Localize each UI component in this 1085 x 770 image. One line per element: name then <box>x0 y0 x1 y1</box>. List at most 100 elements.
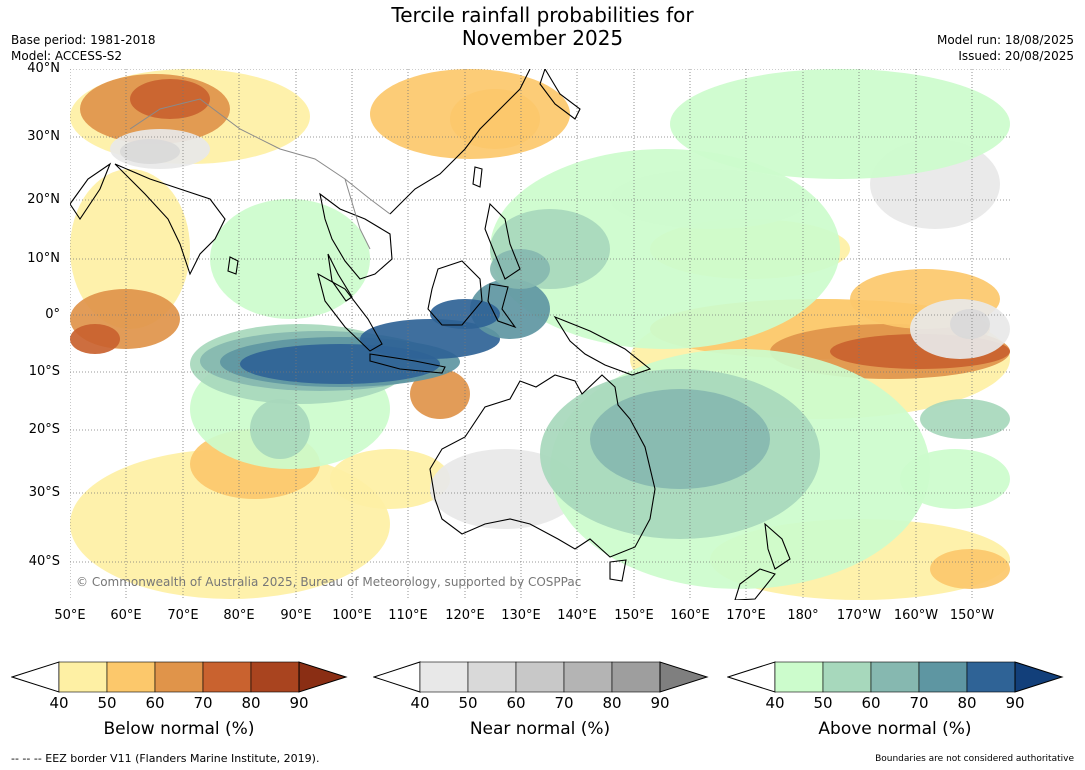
above-colorbar-tick: 70 <box>909 694 929 712</box>
map-title: Tercile rainfall probabilities for Novem… <box>0 4 1085 50</box>
probability-fields <box>70 69 1010 600</box>
longitude-label: 140°E <box>557 608 597 623</box>
china-coast <box>389 69 531 215</box>
latitude-label: 30°S <box>28 485 60 500</box>
boundaries-note: Boundaries are not considered authoritat… <box>875 754 1074 764</box>
longitude-label: 120°E <box>445 608 485 623</box>
arabia-coast <box>70 162 112 220</box>
latitude-label: 20°S <box>28 422 60 437</box>
model-run: Model run: 18/08/2025 <box>936 33 1074 47</box>
near-colorbar-tick: 70 <box>554 694 574 712</box>
below-colorbar-segment <box>154 661 204 693</box>
near-colorbar-segment <box>611 661 661 693</box>
latitude-label: 0° <box>45 307 60 322</box>
map-canvas: © Commonwealth of Australia 2025, Bureau… <box>70 69 1010 600</box>
java-coast <box>369 353 446 374</box>
above-colorbar-segment <box>822 661 872 693</box>
graticule <box>70 69 1010 600</box>
near-colorbar-tick: 90 <box>650 694 670 712</box>
above-colorbar-tick: 50 <box>813 694 833 712</box>
above-normal-region <box>250 399 310 459</box>
near-colorbar-min-extend <box>373 661 421 693</box>
indochina-coast <box>319 192 393 280</box>
latitude-label: 10°S <box>28 364 60 379</box>
issued-date: Issued: 20/08/2025 <box>958 49 1074 63</box>
near-colorbar-title: Near normal (%) <box>469 719 611 739</box>
meta-right: Model run: 18/08/2025 Issued: 20/08/2025 <box>937 32 1074 64</box>
below-normal-region <box>70 169 190 329</box>
below-colorbar-segment <box>106 661 156 693</box>
above-colorbar-tick: 60 <box>861 694 881 712</box>
longitude-label: 160°W <box>893 608 939 623</box>
model-name: Model: ACCESS-S2 <box>11 49 123 63</box>
above-colorbar-tick: 80 <box>957 694 977 712</box>
below-normal-region <box>930 549 1010 589</box>
above-normal-region <box>430 299 500 329</box>
sri-lanka-coast <box>227 256 239 275</box>
longitude-label: 90°E <box>280 608 312 623</box>
rainfall-map: © Commonwealth of Australia 2025, Bureau… <box>70 69 1010 600</box>
near-normal-region <box>120 139 180 164</box>
below-colorbar-max-extend <box>298 661 348 693</box>
sumatra-coast <box>317 272 383 352</box>
below-colorbar-tick: 50 <box>97 694 117 712</box>
above-colorbar-tick: 40 <box>765 694 785 712</box>
above-colorbar-segment <box>918 661 968 693</box>
longitude-label: 180° <box>787 608 819 623</box>
near-colorbar-segment <box>467 661 517 693</box>
australia-coast <box>429 374 656 558</box>
near-normal-region <box>950 309 990 339</box>
japan-coast <box>539 69 581 120</box>
above-colorbar-tick: 90 <box>1005 694 1025 712</box>
above-colorbar-segment <box>870 661 920 693</box>
near-colorbar-segment <box>563 661 613 693</box>
title-line-2: November 2025 <box>461 26 624 50</box>
longitude-label: 110°E <box>388 608 428 623</box>
india-coast <box>114 163 226 276</box>
himalaya-border <box>129 98 371 200</box>
longitude-label: 60°E <box>110 608 142 623</box>
below-colorbar <box>11 661 348 693</box>
above-normal-region <box>210 199 370 319</box>
taiwan-coast <box>472 166 483 188</box>
latitude-label: 30°N <box>27 129 60 144</box>
above-colorbar <box>727 661 1064 693</box>
near-colorbar-segment <box>515 661 565 693</box>
above-colorbar-max-extend <box>1014 661 1064 693</box>
new-zealand-south-coast <box>734 568 776 600</box>
above-colorbar-segment <box>966 661 1016 693</box>
above-normal-region <box>920 399 1010 439</box>
above-colorbar-segment <box>774 661 824 693</box>
sulawesi-coast <box>487 283 517 329</box>
near-colorbar-tick: 40 <box>410 694 430 712</box>
longitude-label: 170°W <box>836 608 882 623</box>
country-borders <box>129 98 391 250</box>
below-normal-region <box>70 324 120 354</box>
longitude-label: 160°E <box>670 608 710 623</box>
below-colorbar-segment <box>202 661 252 693</box>
philippines-coast <box>484 202 521 280</box>
below-colorbar-segment <box>250 661 300 693</box>
below-colorbar-tick: 70 <box>193 694 213 712</box>
above-colorbar-title: Above normal (%) <box>818 719 972 739</box>
below-normal-region <box>410 369 470 419</box>
below-normal-region <box>330 449 450 509</box>
latitude-label: 40°N <box>27 61 60 76</box>
near-colorbar-tick: 80 <box>602 694 622 712</box>
longitude-label: 150°W <box>949 608 995 623</box>
new-zealand-north-coast <box>764 522 791 570</box>
borneo-coast <box>427 260 483 326</box>
longitude-label: 130°E <box>501 608 541 623</box>
latitude-label: 10°N <box>27 251 60 266</box>
near-colorbar <box>373 661 709 693</box>
below-colorbar-title: Below normal (%) <box>103 719 255 739</box>
near-colorbar-tick: 50 <box>458 694 478 712</box>
near-colorbar-max-extend <box>659 661 709 693</box>
below-colorbar-segment <box>58 661 108 693</box>
meta-left: Base period: 1981-2018 Model: ACCESS-S2 <box>11 32 156 64</box>
longitude-label: 70°E <box>167 608 199 623</box>
above-normal-region <box>900 449 1010 509</box>
below-normal-region <box>70 449 390 599</box>
longitude-label: 80°E <box>223 608 255 623</box>
below-colorbar-min-extend <box>11 661 60 693</box>
